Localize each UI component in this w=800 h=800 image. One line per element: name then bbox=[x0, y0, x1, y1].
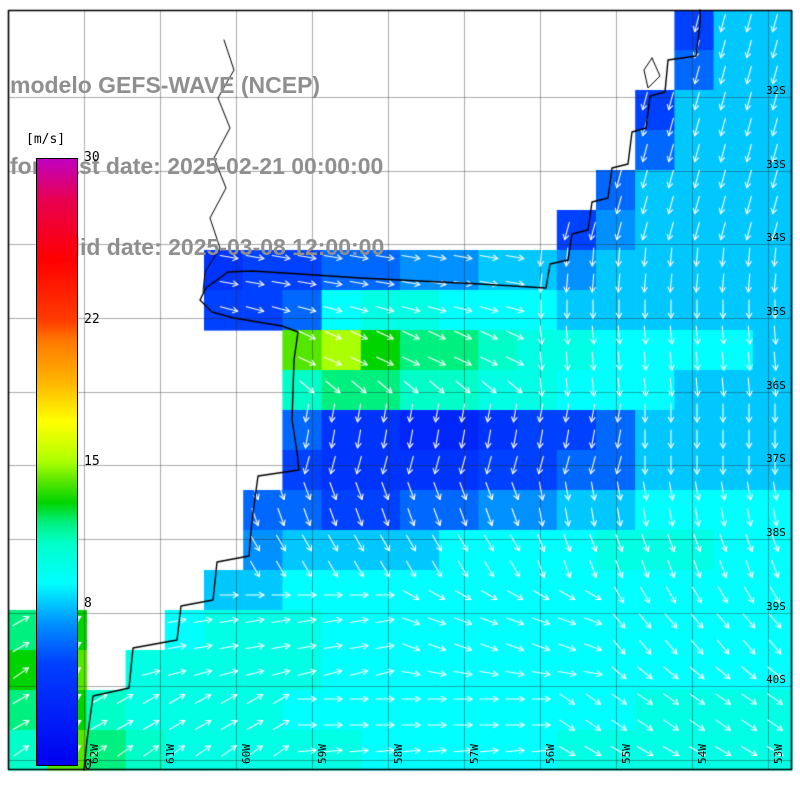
lat-label-36S: 36S bbox=[766, 379, 786, 392]
lat-label-34S: 34S bbox=[766, 231, 786, 244]
lat-label-39S: 39S bbox=[766, 600, 786, 613]
model-title: modelo GEFS-WAVE (NCEP) bbox=[10, 72, 321, 98]
lat-label-33S: 33S bbox=[766, 158, 786, 171]
lon-label-53W: 53W bbox=[772, 744, 785, 764]
lon-label-60W: 60W bbox=[240, 744, 253, 764]
lon-label-57W: 57W bbox=[468, 744, 481, 764]
valid-date: valid date: 2025-03-08 12:00:00 bbox=[48, 234, 385, 260]
map-title-block: modelo GEFS-WAVE (NCEP) forecast date: 2… bbox=[10, 18, 384, 315]
lon-label-54W: 54W bbox=[696, 744, 709, 764]
lon-label-59W: 59W bbox=[316, 744, 329, 764]
lon-label-61W: 61W bbox=[164, 744, 177, 764]
lat-label-38S: 38S bbox=[766, 526, 786, 539]
lat-label-40S: 40S bbox=[766, 673, 786, 686]
lon-label-55W: 55W bbox=[620, 744, 633, 764]
lat-label-32S: 32S bbox=[766, 84, 786, 97]
lat-label-35S: 35S bbox=[766, 305, 786, 318]
lon-label-62W: 62W bbox=[88, 744, 101, 764]
lat-label-37S: 37S bbox=[766, 452, 786, 465]
lon-label-58W: 58W bbox=[392, 744, 405, 764]
forecast-date: forecast date: 2025-02-21 00:00:00 bbox=[10, 153, 384, 179]
lon-label-56W: 56W bbox=[544, 744, 557, 764]
